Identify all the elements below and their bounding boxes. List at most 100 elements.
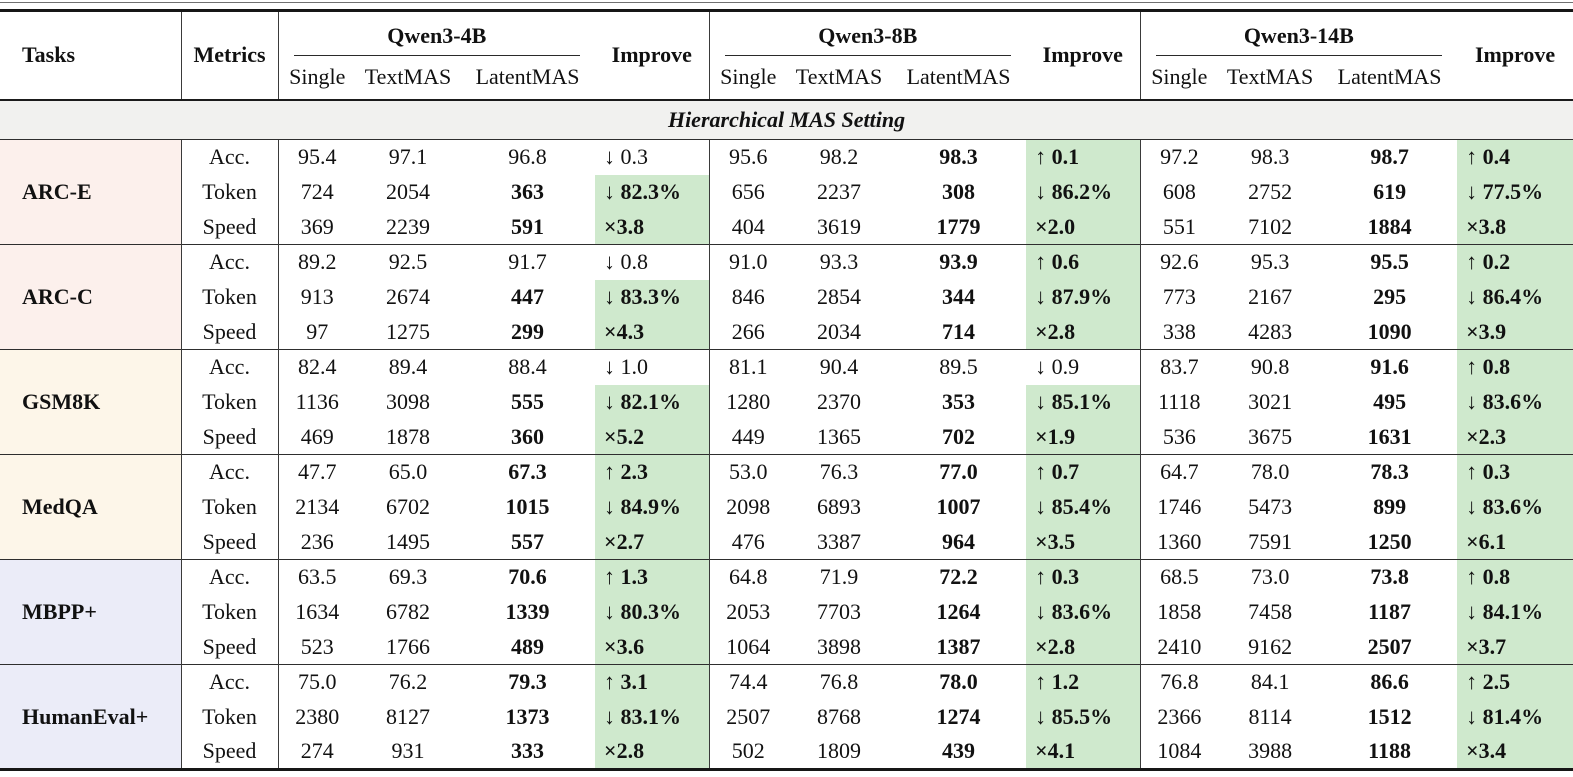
- textmas-value: 3387: [817, 528, 862, 554]
- improve-cell: ↑ 1.2: [1026, 664, 1141, 700]
- metric-label: Speed: [181, 734, 279, 770]
- improve-cell: ↓ 86.2%: [1026, 174, 1141, 210]
- textmas-value: 931: [391, 738, 425, 764]
- textmas-value: 98.2: [819, 144, 859, 170]
- single-value: 1136: [295, 389, 339, 414]
- improve-cell: ↓ 80.3%: [595, 594, 710, 630]
- improve-cell: ↓ 82.3%: [595, 174, 710, 210]
- textmas-value: 76.2: [356, 664, 460, 700]
- textmas-value: 9162: [1248, 633, 1293, 659]
- latentmas-value: 86.6: [1322, 664, 1458, 700]
- task-label-arc-c: ARC-C: [0, 244, 182, 350]
- single-value: 82.4: [278, 349, 356, 385]
- latentmas-value: 964: [942, 528, 976, 554]
- textmas-value: 7458: [1248, 599, 1293, 624]
- textmas-value: 3675: [1248, 423, 1293, 449]
- single-value: 608: [1162, 179, 1196, 204]
- textmas-value: 3098: [386, 389, 430, 414]
- improve-cell: ↑ 0.1: [1026, 139, 1141, 175]
- single-value: 502: [731, 738, 765, 764]
- improve-cell: ×3.7: [1457, 629, 1573, 665]
- textmas-value: 6782: [386, 599, 430, 624]
- single-value: 2380: [295, 704, 340, 729]
- textmas-value: 69.3: [356, 559, 460, 595]
- latentmas-value: 333: [511, 738, 545, 764]
- latentmas-value: 1387: [936, 633, 981, 659]
- textmas-value: 1365: [817, 423, 862, 449]
- single-value: 469: [300, 423, 334, 449]
- improve-cell: ↑ 2.3: [595, 454, 710, 490]
- improve-cell: ×2.0: [1026, 209, 1141, 245]
- textmas-value: 98.3: [1250, 144, 1290, 170]
- single-value: 1064: [726, 633, 771, 659]
- cmidrule: [724, 54, 1012, 56]
- single-value: 274: [300, 738, 334, 764]
- latentmas-value: 67.3: [460, 454, 596, 490]
- column-header-improve-qwen3-14b: Improve: [1474, 42, 1556, 68]
- latentmas-value: 299: [511, 318, 545, 344]
- results-table: Tasks Metrics Qwen3-4B Improve Qwen3-8B …: [0, 9, 1573, 771]
- task-label-arc-e: ARC-E: [0, 139, 182, 245]
- improve-cell: ↑ 0.7: [1026, 454, 1141, 490]
- latentmas-value: 557: [511, 528, 545, 554]
- table-row: GSM8K Acc. 82.4 89.4 88.4 ↓ 1.0 81.1 90.4 89.5 ↓ …: [0, 349, 1573, 455]
- textmas-value: 65.0: [356, 454, 460, 490]
- textmas-value: 1766: [386, 633, 430, 659]
- textmas-value: 6893: [817, 494, 862, 519]
- latentmas-value: 91.6: [1322, 349, 1458, 385]
- textmas-value: 2034: [817, 318, 862, 344]
- textmas-value: 6702: [386, 494, 430, 519]
- latentmas-value: 295: [1373, 284, 1407, 309]
- textmas-value: 71.9: [787, 559, 892, 595]
- improve-cell: ↓ 85.1%: [1026, 384, 1141, 420]
- improve-cell: ×4.3: [595, 314, 710, 350]
- textmas-value: 7102: [1248, 213, 1293, 239]
- task-label-humaneval: HumanEval+: [0, 664, 182, 770]
- improve-cell: ↓ 77.5%: [1457, 174, 1573, 210]
- metric-label: Token: [181, 174, 279, 210]
- cmidrule: [293, 54, 581, 56]
- improve-cell: ↓ 83.6%: [1026, 594, 1141, 630]
- table-row: Speed 523 1766 489 ×3.6 1064 3898 1387 ×2.8 2410 9…: [0, 629, 1573, 665]
- single-value: 64.7: [1140, 454, 1219, 490]
- improve-cell: ×2.8: [1026, 314, 1141, 350]
- latentmas-value: 1631: [1367, 423, 1412, 449]
- table-row: Speed 274 931 333 ×2.8 502 1809 439 ×4.1 1084 3988…: [0, 734, 1573, 770]
- metric-label: Speed: [181, 419, 279, 455]
- metric-label: Acc.: [181, 454, 279, 490]
- table-header: Tasks Metrics Qwen3-4B Improve Qwen3-8B …: [0, 10, 1573, 100]
- column-header-latentmas: LatentMAS: [475, 63, 580, 89]
- improve-cell: ×6.1: [1457, 524, 1573, 560]
- textmas-value: 2054: [386, 179, 430, 204]
- latentmas-value: 714: [942, 318, 976, 344]
- model-name-qwen3-4b: Qwen3-4B: [387, 22, 487, 48]
- improve-cell: ×2.8: [1026, 629, 1141, 665]
- latentmas-value: 93.9: [891, 244, 1027, 280]
- improve-cell: ↓ 83.6%: [1457, 489, 1573, 525]
- metric-label: Speed: [181, 314, 279, 350]
- single-value: 2410: [1157, 633, 1202, 659]
- textmas-value: 2752: [1248, 179, 1293, 204]
- latentmas-value: 353: [942, 389, 976, 414]
- latentmas-value: 360: [511, 423, 545, 449]
- improve-cell: ×3.4: [1457, 734, 1573, 770]
- model-name-qwen3-14b: Qwen3-14B: [1243, 22, 1354, 48]
- single-value: 2053: [726, 599, 771, 624]
- column-header-improve-qwen3-4b: Improve: [595, 10, 710, 100]
- improve-cell: ↓ 81.4%: [1457, 699, 1573, 735]
- textmas-value: 3021: [1248, 389, 1293, 414]
- column-header-single: Single: [720, 63, 777, 89]
- column-header-tasks: Tasks: [0, 10, 182, 100]
- improve-cell: ↑ 0.3: [1026, 559, 1141, 595]
- textmas-value: 73.0: [1218, 559, 1323, 595]
- textmas-value: 90.8: [1218, 349, 1323, 385]
- task-label-gsm8k: GSM8K: [0, 349, 182, 455]
- improve-cell: ↓ 87.9%: [1026, 279, 1141, 315]
- single-value: 913: [300, 284, 334, 309]
- textmas-value: 2167: [1248, 284, 1293, 309]
- textmas-value: 90.4: [787, 349, 892, 385]
- textmas-value: 7591: [1248, 528, 1293, 554]
- column-header-textmas: TextMAS: [795, 63, 883, 89]
- textmas-value: 95.3: [1218, 244, 1323, 280]
- textmas-value: 5473: [1248, 494, 1293, 519]
